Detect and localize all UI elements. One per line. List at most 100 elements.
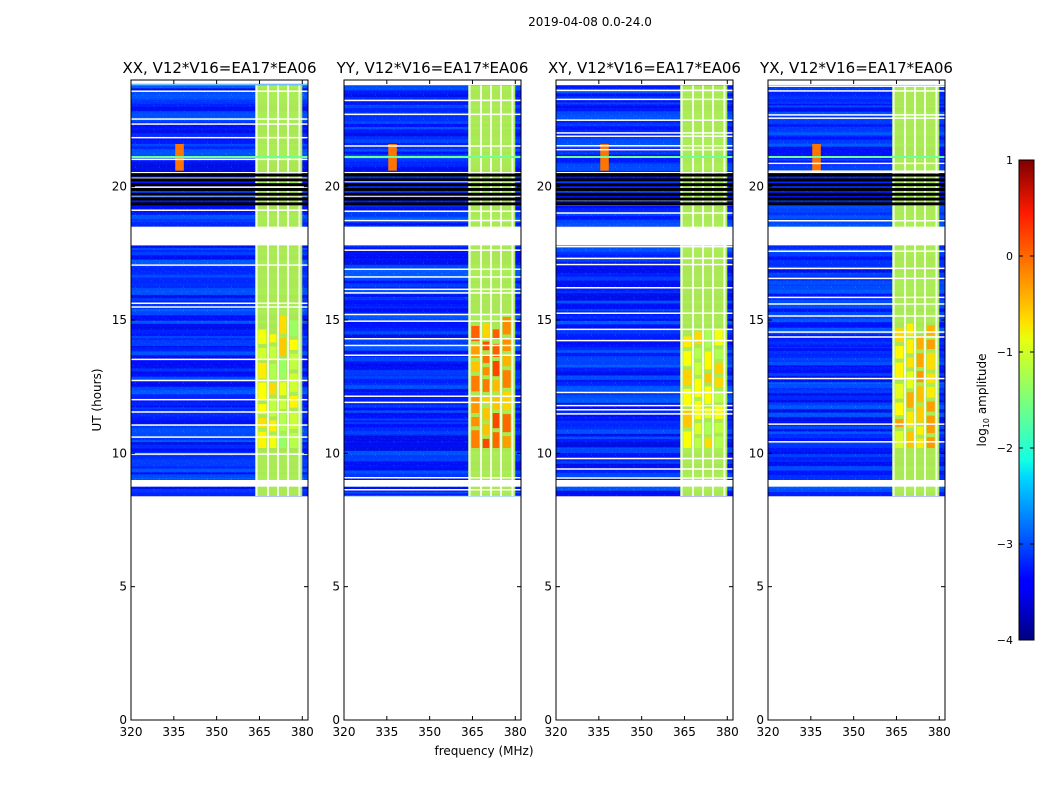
time-row: [131, 468, 308, 473]
time-row: [131, 91, 308, 96]
time-row: [768, 336, 945, 339]
flagged-stripe: [344, 183, 521, 187]
time-row: [768, 259, 945, 264]
time-row: [131, 270, 308, 276]
y-tick-label: 20: [537, 180, 552, 194]
time-row: [344, 327, 521, 332]
rfi-blotch: [258, 403, 267, 415]
flagged-row: [131, 453, 308, 455]
time-row: [344, 117, 521, 122]
rfi-blotch: [906, 431, 914, 448]
time-row: [768, 353, 945, 359]
flagged-row: [131, 158, 308, 161]
panel-title: XX, V12*V16=EA17*EA06: [122, 59, 316, 77]
panel-image: [344, 85, 521, 497]
time-row: [768, 437, 945, 442]
time-row: [556, 348, 733, 351]
time-row: [131, 143, 308, 147]
time-row: [556, 355, 733, 361]
time-row: [131, 251, 308, 256]
time-row: [768, 341, 945, 344]
time-row: [131, 259, 308, 265]
flagged-block: [131, 226, 308, 246]
time-row: [768, 357, 945, 361]
time-row: [556, 493, 733, 497]
time-row: [556, 343, 733, 347]
rfi-blotch: [926, 339, 935, 349]
time-row: [344, 433, 521, 436]
flagged-row: [344, 344, 521, 347]
rfi-blotch: [482, 395, 490, 405]
time-row: [344, 126, 521, 130]
y-tick-label: 0: [756, 713, 764, 727]
time-row: [344, 185, 521, 190]
time-row: [556, 265, 733, 270]
time-row: [344, 470, 521, 474]
time-row: [131, 281, 308, 284]
time-row: [556, 392, 733, 395]
time-row: [768, 447, 945, 452]
rfi-channel-line: [702, 85, 705, 496]
time-row: [556, 441, 733, 446]
time-row: [131, 335, 308, 339]
time-row: [768, 433, 945, 439]
rfi-blotch: [704, 407, 712, 419]
time-row: [556, 92, 733, 97]
time-row: [556, 117, 733, 121]
rfi-channel-line: [267, 85, 270, 496]
flagged-stripe: [131, 192, 308, 196]
time-row: [344, 243, 521, 248]
flagged-stripe: [768, 183, 945, 187]
x-tick-label: 380: [928, 725, 951, 739]
y-tick-label: 0: [119, 713, 127, 727]
time-row: [344, 306, 521, 309]
time-row: [131, 343, 308, 347]
flagged-row: [344, 288, 521, 291]
flagged-row: [556, 477, 733, 479]
time-row: [768, 412, 945, 415]
rfi-blotch: [895, 419, 904, 428]
y-tick-label: 10: [537, 446, 552, 460]
flagged-block: [344, 226, 521, 246]
time-row: [344, 454, 521, 459]
rfi-blotch: [906, 339, 914, 354]
rfi-blotch: [704, 422, 712, 435]
time-row: [131, 103, 308, 108]
rfi-blotch: [683, 336, 692, 348]
time-row: [344, 307, 521, 311]
time-row: [556, 254, 733, 259]
time-row: [344, 206, 521, 212]
time-row: [344, 88, 521, 91]
time-row: [556, 331, 733, 334]
rfi-blotch: [926, 352, 935, 370]
time-row: [556, 258, 733, 263]
time-row: [768, 387, 945, 392]
time-row: [131, 169, 308, 174]
time-row: [768, 470, 945, 476]
flagged-row: [131, 209, 308, 211]
time-row: [344, 443, 521, 446]
time-row: [768, 453, 945, 458]
flagged-row: [344, 489, 521, 491]
time-row: [768, 416, 945, 421]
time-row: [131, 316, 308, 321]
x-tick-label: 335: [799, 725, 822, 739]
time-row: [768, 350, 945, 355]
rfi-blotch: [279, 315, 287, 334]
time-row: [344, 159, 521, 162]
time-row: [344, 94, 521, 97]
time-row: [768, 90, 945, 95]
rfi-channel-line: [924, 85, 927, 496]
flagged-row: [556, 135, 733, 137]
time-row: [344, 287, 521, 290]
time-row: [768, 181, 945, 185]
flagged-stripe: [131, 178, 308, 182]
time-row: [556, 425, 733, 430]
time-row: [344, 346, 521, 351]
rfi-channel-line: [511, 85, 514, 496]
flagged-row: [768, 117, 945, 119]
time-row: [556, 138, 733, 144]
time-row: [131, 123, 308, 128]
rfi-channel-line: [255, 85, 258, 496]
flagged-row: [768, 441, 945, 443]
